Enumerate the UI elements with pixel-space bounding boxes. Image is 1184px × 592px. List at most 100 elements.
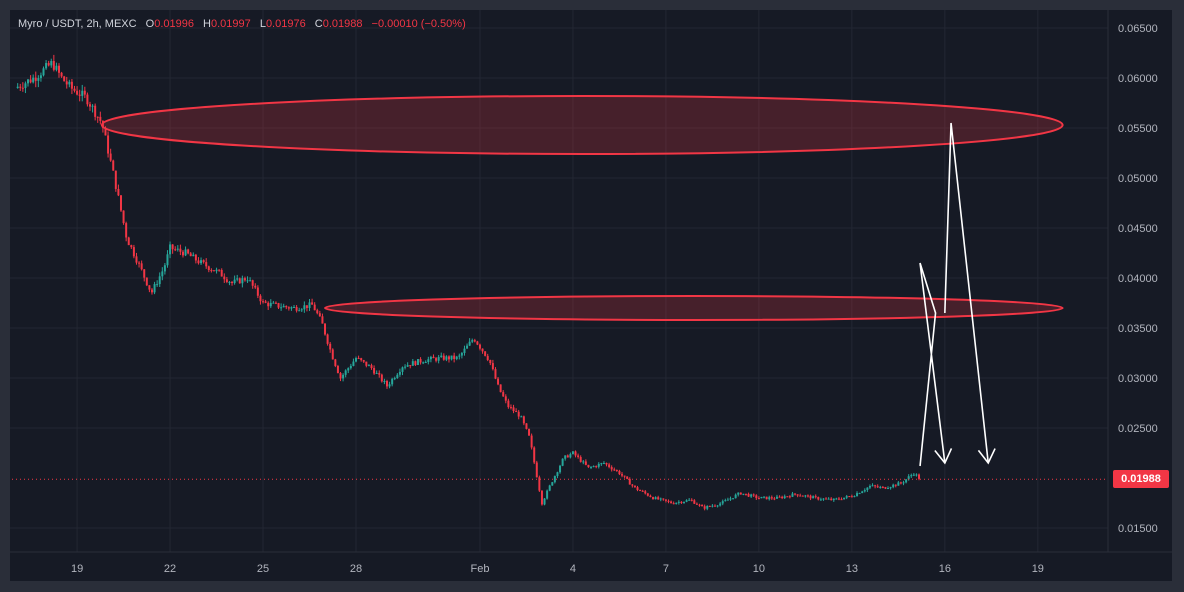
candle-body <box>58 65 61 73</box>
candle-body <box>791 493 794 497</box>
candle-body <box>447 356 450 360</box>
candle-body <box>794 493 797 495</box>
candle-body <box>713 505 716 507</box>
candle-body <box>200 260 203 264</box>
candle-body <box>295 306 298 311</box>
grid <box>10 10 1108 552</box>
candle-body <box>719 503 722 506</box>
candle-body <box>274 302 277 304</box>
candle-body <box>236 278 239 280</box>
ohlc-legend: Myro / USDT, 2h, MEXC O0.01996 H0.01997 … <box>18 18 472 30</box>
change-value: −0.00010 (−0.50%) <box>371 18 466 30</box>
candle-body <box>553 476 556 483</box>
candle-body <box>130 245 133 248</box>
candle-body <box>577 455 580 458</box>
candle-body <box>910 475 913 477</box>
candle-body <box>277 303 280 308</box>
candle-body <box>156 284 159 286</box>
candle-body <box>868 485 871 488</box>
candle-body <box>561 458 564 466</box>
candle-body <box>411 361 414 366</box>
candle-body <box>664 499 667 501</box>
candle-body <box>507 400 510 408</box>
candle-body <box>357 358 360 360</box>
candle-body <box>770 497 773 499</box>
candle-body <box>843 497 846 500</box>
candle-body <box>285 305 288 308</box>
candle-body <box>677 501 680 503</box>
candle-body <box>701 504 704 507</box>
candle-body <box>478 344 481 349</box>
candle-body <box>68 81 71 85</box>
candle-body <box>401 367 404 372</box>
candle-body <box>680 501 683 503</box>
candle-body <box>210 270 213 272</box>
candle-body <box>218 269 221 271</box>
candle-body <box>107 135 110 154</box>
candle-body <box>174 249 177 251</box>
candle-body <box>907 476 910 480</box>
candle-body <box>96 116 99 118</box>
candle-body <box>845 496 848 498</box>
candle-body <box>571 451 574 455</box>
candle-body <box>34 77 37 81</box>
candle-body <box>311 302 314 305</box>
candle-body <box>127 237 130 246</box>
candle-body <box>429 356 432 360</box>
candle-body <box>140 263 143 270</box>
last-price-badge: 0.01988 <box>1113 470 1169 489</box>
candle-body <box>876 486 879 488</box>
candle-body <box>881 486 884 488</box>
candle-body <box>24 83 27 89</box>
candle-body <box>690 499 693 501</box>
price-axis: 0.06500 0.06000 0.05500 0.05000 0.04500 0.040… <box>1118 23 1158 535</box>
candle-body <box>887 488 890 490</box>
candle-body <box>915 474 918 476</box>
candle-body <box>525 423 528 429</box>
candle-body <box>158 276 161 285</box>
candle-body <box>336 365 339 374</box>
candle-body <box>179 248 182 252</box>
candle-body <box>391 378 394 385</box>
candle-body <box>476 341 479 345</box>
candle-body <box>331 349 334 360</box>
time-tick-label: 7 <box>663 563 669 575</box>
candle-body <box>654 497 657 500</box>
projection-arrow <box>919 262 946 467</box>
candle-body <box>569 454 572 458</box>
candle-body <box>471 340 474 342</box>
candle-body <box>615 470 618 472</box>
candle-body <box>409 365 412 367</box>
candle-body <box>114 170 117 189</box>
candle-body <box>254 285 257 288</box>
candle-body <box>597 463 600 467</box>
candle-body <box>822 498 825 500</box>
candle-body <box>884 487 887 489</box>
candle-body <box>267 302 270 307</box>
candle-body <box>652 497 655 500</box>
price-tick-label: 0.03000 <box>1118 373 1158 385</box>
candle-body <box>484 351 487 356</box>
candle-body <box>644 491 647 494</box>
symbol-title[interactable]: Myro / USDT, 2h, MEXC <box>18 18 137 30</box>
candle-body <box>781 496 784 499</box>
candle-body <box>63 76 66 82</box>
candle-body <box>192 254 195 257</box>
candle-body <box>404 366 407 368</box>
candle-body <box>863 490 866 492</box>
candle-body <box>788 496 791 498</box>
candle-body <box>406 365 409 367</box>
candle-body <box>670 501 673 504</box>
time-tick-label: 19 <box>1032 563 1044 575</box>
candle-body <box>290 307 293 309</box>
candle-body <box>579 457 582 462</box>
candle-body <box>633 485 636 488</box>
candles <box>16 54 921 511</box>
candle-body <box>422 362 425 364</box>
candle-body <box>370 365 373 369</box>
candle-body <box>45 63 48 69</box>
candle-body <box>819 499 822 501</box>
candle-body <box>321 316 324 324</box>
candle-body <box>375 372 378 374</box>
